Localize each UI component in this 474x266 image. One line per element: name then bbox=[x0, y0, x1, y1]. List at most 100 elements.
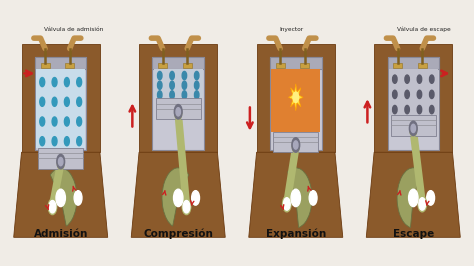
Circle shape bbox=[174, 105, 182, 119]
Circle shape bbox=[58, 157, 63, 166]
Circle shape bbox=[56, 189, 65, 207]
Circle shape bbox=[194, 91, 199, 99]
Circle shape bbox=[157, 81, 162, 89]
Bar bbox=[271, 69, 320, 131]
Circle shape bbox=[173, 189, 183, 207]
Circle shape bbox=[170, 81, 174, 89]
Bar bbox=[35, 57, 86, 150]
Circle shape bbox=[392, 75, 397, 83]
Circle shape bbox=[40, 137, 45, 146]
Circle shape bbox=[417, 90, 422, 98]
Circle shape bbox=[170, 91, 174, 99]
Circle shape bbox=[170, 71, 174, 80]
Bar bbox=[38, 148, 83, 169]
Circle shape bbox=[175, 108, 182, 120]
Bar bbox=[36, 69, 85, 148]
Text: Válvula de escape: Válvula de escape bbox=[397, 26, 450, 32]
Circle shape bbox=[77, 117, 82, 126]
Bar bbox=[275, 63, 284, 68]
Circle shape bbox=[194, 71, 199, 80]
Circle shape bbox=[410, 121, 417, 136]
Circle shape bbox=[417, 105, 422, 114]
Circle shape bbox=[283, 196, 291, 212]
Wedge shape bbox=[50, 168, 77, 226]
Polygon shape bbox=[289, 84, 303, 111]
Circle shape bbox=[57, 157, 64, 170]
Wedge shape bbox=[397, 168, 421, 227]
Circle shape bbox=[418, 196, 427, 212]
Bar bbox=[273, 131, 318, 152]
Bar bbox=[270, 57, 321, 150]
Bar bbox=[35, 57, 86, 69]
Circle shape bbox=[183, 201, 190, 213]
Circle shape bbox=[52, 137, 57, 146]
Circle shape bbox=[77, 137, 82, 146]
Circle shape bbox=[52, 97, 57, 106]
Circle shape bbox=[293, 92, 299, 102]
Bar bbox=[300, 63, 309, 68]
Circle shape bbox=[40, 117, 45, 126]
Bar bbox=[418, 63, 427, 68]
Bar bbox=[389, 69, 438, 115]
Circle shape bbox=[309, 191, 317, 205]
Bar bbox=[65, 63, 74, 68]
Circle shape bbox=[52, 77, 57, 87]
Circle shape bbox=[405, 105, 410, 114]
Polygon shape bbox=[14, 152, 108, 237]
Bar bbox=[270, 57, 321, 69]
Bar bbox=[41, 63, 49, 68]
Bar bbox=[21, 44, 100, 152]
Circle shape bbox=[417, 75, 422, 83]
Circle shape bbox=[392, 105, 397, 114]
Circle shape bbox=[64, 97, 69, 106]
Circle shape bbox=[419, 198, 426, 210]
Bar bbox=[153, 57, 204, 150]
Polygon shape bbox=[249, 152, 343, 237]
Text: Compresión: Compresión bbox=[143, 229, 213, 239]
Bar bbox=[391, 115, 436, 136]
Circle shape bbox=[157, 71, 162, 80]
Bar bbox=[393, 63, 402, 68]
Circle shape bbox=[40, 97, 45, 106]
Circle shape bbox=[191, 191, 200, 205]
Circle shape bbox=[293, 141, 298, 149]
Circle shape bbox=[194, 81, 199, 89]
Bar bbox=[182, 63, 191, 68]
Circle shape bbox=[410, 124, 417, 137]
Circle shape bbox=[409, 189, 418, 207]
Polygon shape bbox=[366, 152, 460, 237]
Circle shape bbox=[429, 90, 434, 98]
Circle shape bbox=[52, 117, 57, 126]
Bar bbox=[388, 57, 439, 150]
Circle shape bbox=[182, 81, 187, 89]
Polygon shape bbox=[131, 152, 225, 237]
Circle shape bbox=[411, 124, 416, 132]
Bar bbox=[158, 63, 167, 68]
Circle shape bbox=[429, 75, 434, 83]
Wedge shape bbox=[162, 168, 189, 226]
Circle shape bbox=[405, 90, 410, 98]
Bar bbox=[154, 69, 203, 98]
Circle shape bbox=[77, 77, 82, 87]
Text: Inyector: Inyector bbox=[279, 27, 303, 32]
Bar bbox=[256, 44, 335, 152]
Circle shape bbox=[176, 108, 181, 116]
Circle shape bbox=[64, 77, 69, 87]
Circle shape bbox=[427, 191, 435, 205]
Circle shape bbox=[283, 198, 290, 210]
Bar bbox=[139, 44, 218, 152]
Circle shape bbox=[77, 97, 82, 106]
Circle shape bbox=[64, 137, 69, 146]
Circle shape bbox=[57, 154, 64, 169]
Circle shape bbox=[48, 199, 57, 215]
Circle shape bbox=[292, 138, 300, 152]
Text: Expansión: Expansión bbox=[265, 229, 326, 239]
Circle shape bbox=[291, 189, 301, 207]
Bar bbox=[153, 57, 204, 69]
Text: Escape: Escape bbox=[392, 229, 434, 239]
Circle shape bbox=[392, 90, 397, 98]
Wedge shape bbox=[288, 168, 312, 227]
Circle shape bbox=[182, 199, 191, 215]
Bar bbox=[374, 44, 453, 152]
Circle shape bbox=[429, 105, 434, 114]
